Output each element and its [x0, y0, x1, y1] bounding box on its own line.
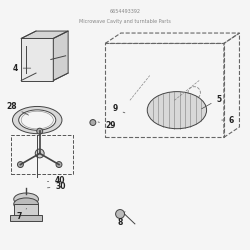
- Polygon shape: [21, 31, 68, 38]
- Circle shape: [35, 149, 44, 158]
- Circle shape: [18, 162, 24, 168]
- Ellipse shape: [12, 106, 62, 134]
- Text: 6654493392: 6654493392: [110, 9, 140, 14]
- Text: Microwave Cavity and turntable Parts: Microwave Cavity and turntable Parts: [79, 19, 171, 24]
- Ellipse shape: [14, 193, 38, 205]
- Bar: [21, 38, 53, 80]
- Text: 7: 7: [16, 208, 26, 221]
- Text: 6: 6: [222, 116, 234, 124]
- Text: 8: 8: [117, 212, 125, 227]
- Text: 40: 40: [48, 176, 65, 185]
- Text: 4: 4: [12, 64, 31, 73]
- Circle shape: [37, 128, 43, 134]
- Text: 28: 28: [6, 102, 28, 115]
- Bar: [14, 204, 38, 216]
- Bar: [10, 215, 42, 222]
- Polygon shape: [53, 31, 68, 80]
- Circle shape: [116, 210, 124, 218]
- Circle shape: [56, 162, 62, 168]
- Ellipse shape: [147, 92, 206, 129]
- Text: 9: 9: [112, 104, 125, 114]
- Ellipse shape: [19, 110, 56, 130]
- Circle shape: [90, 120, 96, 126]
- Text: 5: 5: [202, 94, 222, 109]
- Text: 29: 29: [98, 120, 116, 130]
- Ellipse shape: [14, 198, 38, 210]
- Bar: [11, 135, 73, 174]
- Text: 30: 30: [48, 182, 66, 191]
